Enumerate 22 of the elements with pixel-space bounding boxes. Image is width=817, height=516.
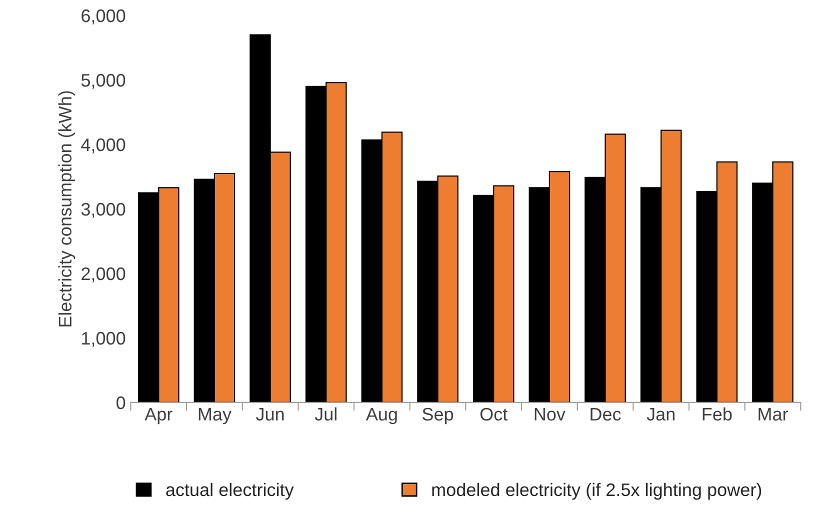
x-tick-label: Mar <box>758 408 788 421</box>
legend-label: actual electricity <box>166 482 294 500</box>
x-tick-label: Jan <box>646 408 674 421</box>
y-tick-label: 0 <box>116 396 126 410</box>
legend-label: modeled electricity (if 2.5x lighting power) <box>432 482 762 500</box>
x-tick-label: May <box>198 408 232 424</box>
y-tick-label: 3,000 <box>81 202 126 218</box>
x-tick-label: Feb <box>702 407 732 421</box>
x-tick-label: Aug <box>366 408 397 424</box>
y-tick-label: 2,000 <box>82 267 126 282</box>
x-tick-label: Jul <box>314 407 336 421</box>
x-tick-label: Sep <box>422 408 454 424</box>
y-axis-title: Electricity consumption (kWh) <box>58 91 76 326</box>
x-tick-label: Oct <box>480 408 508 421</box>
x-tick-label: Dec <box>590 408 621 421</box>
y-tick-label: 1,000 <box>82 332 126 347</box>
x-tick-label: Apr <box>144 408 172 424</box>
x-tick-label: Nov <box>534 408 566 421</box>
y-tick-label: 6,000 <box>82 9 126 24</box>
y-tick-label: 4,000 <box>81 138 126 154</box>
y-tick-label: 5,000 <box>81 74 126 89</box>
x-tick-label: Jun <box>256 408 284 421</box>
